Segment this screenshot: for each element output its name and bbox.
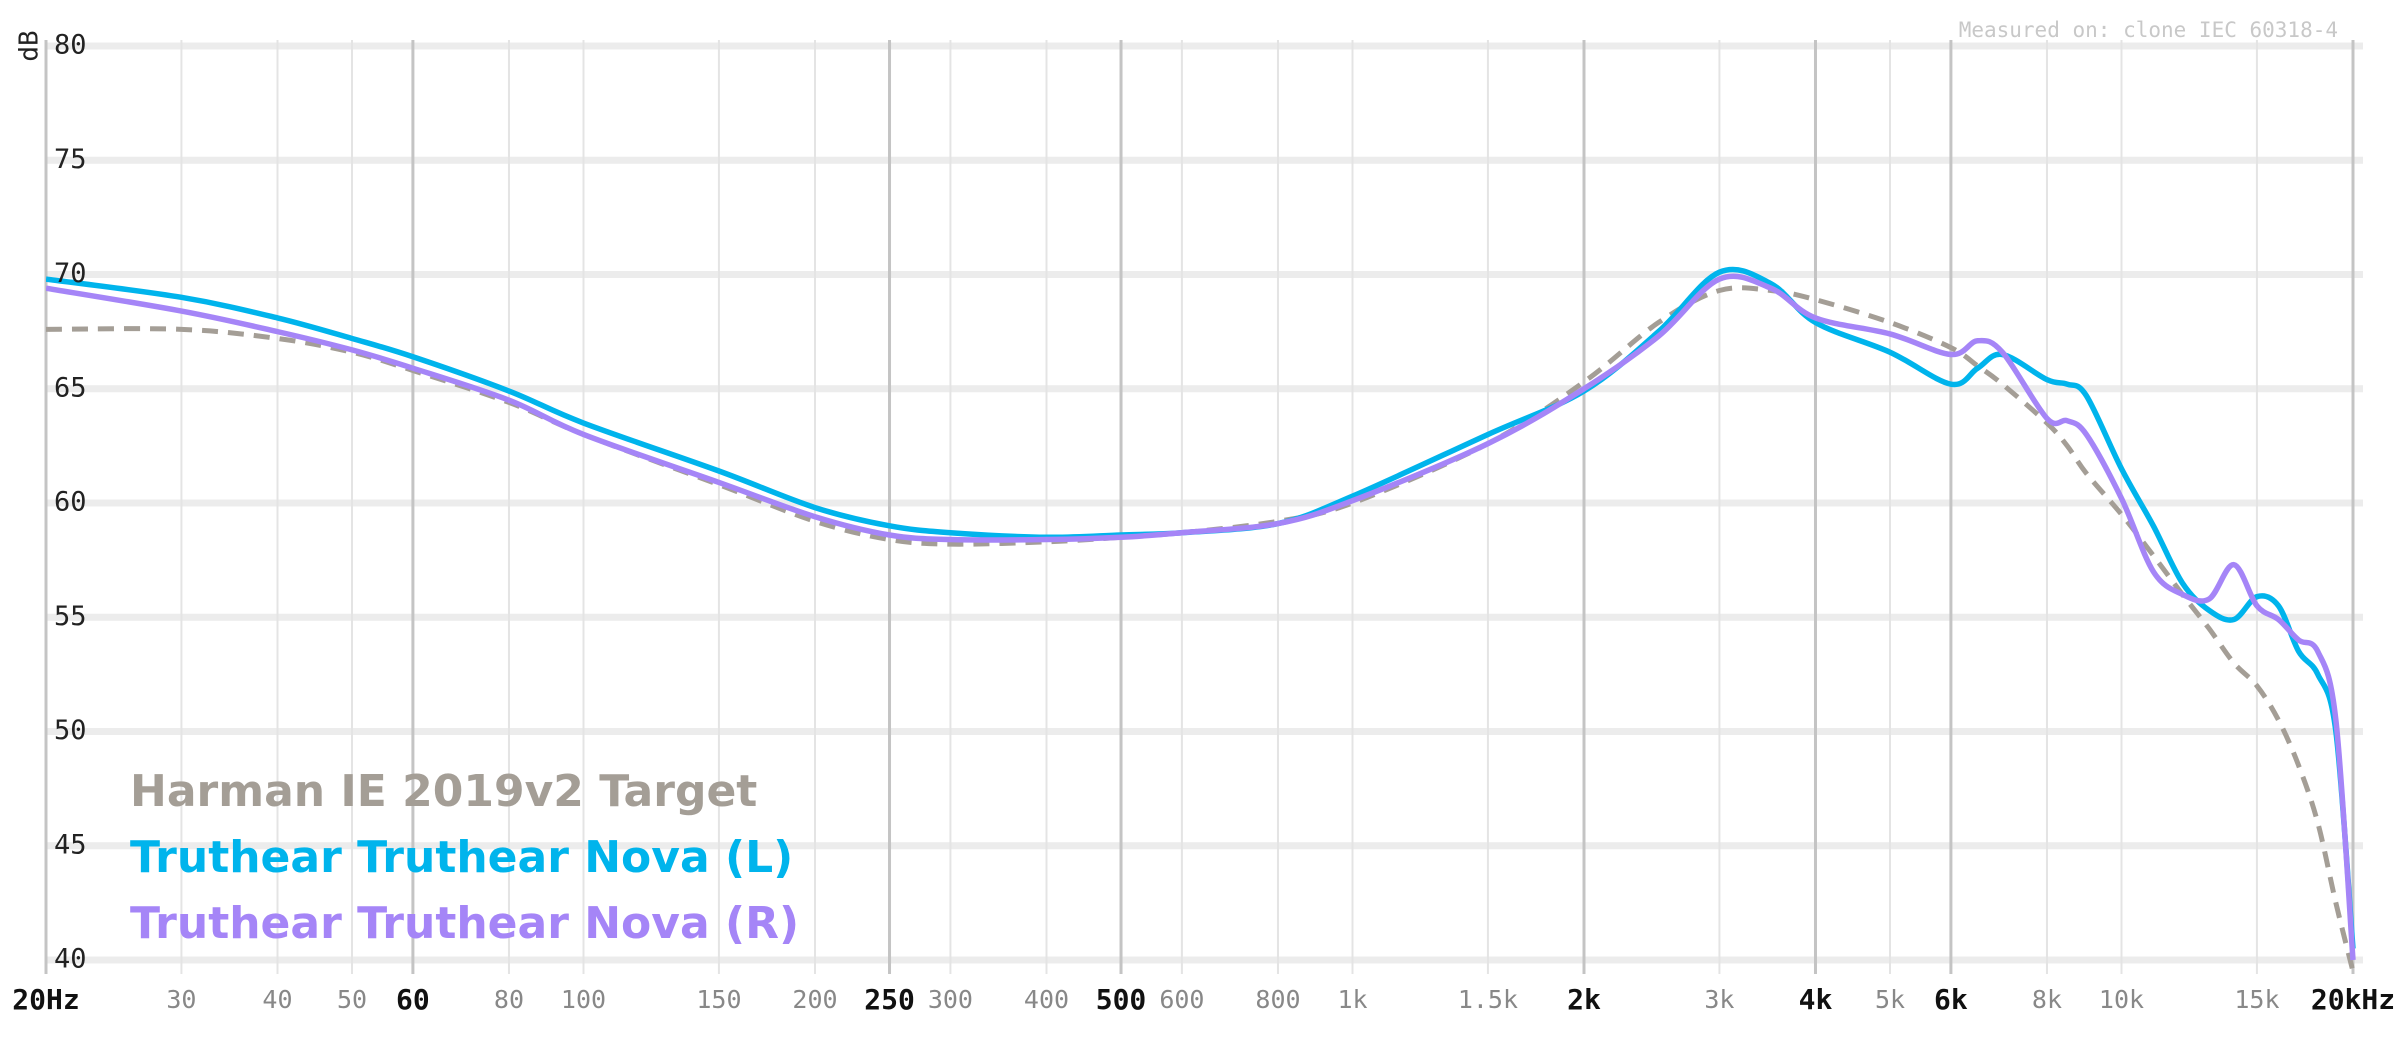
x-tick-label: 100	[561, 985, 606, 1014]
x-tick-label: 5k	[1875, 985, 1905, 1014]
x-tick-label: 40	[262, 985, 292, 1014]
x-tick-label: 400	[1024, 985, 1069, 1014]
x-tick-label: 500	[1096, 983, 1147, 1016]
x-tick-label: 10k	[2099, 985, 2144, 1014]
y-tick-label: 50	[54, 715, 87, 746]
y-tick-label: 65	[54, 372, 87, 403]
x-tick-label: 50	[337, 985, 367, 1014]
x-tick-label: 800	[1255, 985, 1300, 1014]
x-tick-label: 300	[928, 985, 973, 1014]
legend-entry: Truthear Truthear Nova (R)	[130, 898, 799, 949]
y-axis-label: dB	[15, 30, 45, 61]
y-tick-label: 60	[54, 487, 87, 518]
series-line	[46, 266, 2356, 949]
y-tick-label: 80	[54, 30, 87, 61]
legend-entry: Harman IE 2019v2 Target	[130, 766, 757, 817]
x-tick-label: 250	[864, 983, 915, 1016]
x-tick-label: 200	[792, 985, 837, 1014]
x-tick-label: 4k	[1799, 983, 1833, 1016]
x-tick-label: 8k	[2032, 985, 2062, 1014]
x-tick-label: 3k	[1704, 985, 1734, 1014]
x-tick-label: 2k	[1567, 983, 1601, 1016]
x-tick-label: 150	[696, 985, 741, 1014]
y-tick-label: 75	[54, 144, 87, 175]
x-tick-label: 30	[166, 985, 196, 1014]
plot-area	[46, 266, 2356, 970]
y-tick-label: 40	[54, 944, 87, 975]
annotation: Measured on: clone IEC 60318-4	[1959, 18, 2338, 42]
x-tick-label: 20kHz	[2311, 983, 2395, 1016]
x-tick-label: 60	[396, 983, 430, 1016]
y-tick-label: 70	[54, 258, 87, 289]
x-tick-label: 600	[1159, 985, 1204, 1014]
series-line	[46, 273, 2356, 961]
grid	[44, 40, 2363, 974]
labels: 40 45 50 55 60 65 70 75 80 20Hz 30 40 50 60 80 100 150 20…	[12, 30, 2395, 1017]
x-tick-label: 15k	[2234, 985, 2279, 1014]
x-tick-label: 1k	[1337, 985, 1367, 1014]
x-tick-label: 80	[494, 985, 524, 1014]
y-tick-label: 45	[54, 829, 87, 860]
x-tick-label: 20Hz	[12, 983, 79, 1016]
x-tick-label: 6k	[1934, 983, 1968, 1016]
y-tick-label: 55	[54, 601, 87, 632]
legend-entry: Truthear Truthear Nova (L)	[130, 832, 793, 883]
x-tick-label: 1.5k	[1458, 985, 1518, 1014]
